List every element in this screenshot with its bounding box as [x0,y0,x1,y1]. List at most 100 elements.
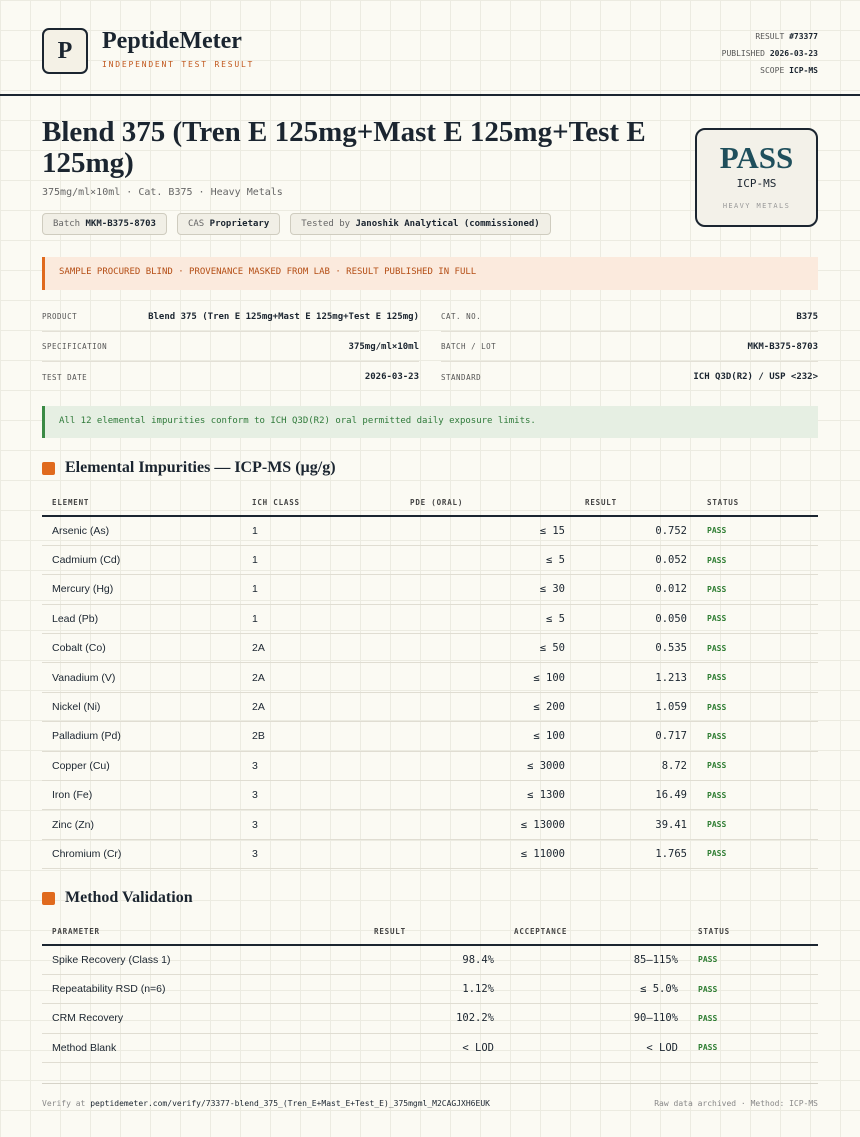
cell: 3 [242,751,400,782]
product-title: Blend 375 (Tren E 125mg+Mast E 125mg+Tes… [42,116,646,179]
cell: Palladium (Pd) [42,721,242,752]
cell: CRM Recovery [42,1003,364,1034]
detail-value: 2026-03-23 [364,372,419,382]
cell: Chromium (Cr) [42,839,242,870]
cell: Mercury (Hg) [42,574,242,605]
column-header: PDE (ORAL) [400,490,575,517]
chip-value: Janoshik Analytical (commissioned) [355,219,540,229]
column-header: STATUS [688,919,818,946]
table-row: Cadmium (Cd) 1 ≤ 5 0.052 PASS [42,545,818,576]
cell: PASS [697,780,818,811]
header-row: PARAMETER RESULT ACCEPTANCE STATUS [42,919,818,946]
cell: Cobalt (Co) [42,633,242,664]
meta-value: #73377 [789,32,818,41]
column-header: RESULT [364,919,504,946]
cell: < LOD [504,1033,688,1064]
logo-letter: P [57,37,73,64]
table-row: Zinc (Zn) 3 ≤ 13000 39.41 PASS [42,809,818,840]
table-row: Repeatability RSD (n=6) 1.12% ≤ 5.0% PASS [42,974,818,1005]
table-row: Spike Recovery (Class 1) 98.4% 85–115% PASS [42,945,818,975]
cell: 0.752 [575,516,697,546]
column-header: PARAMETER [42,919,364,946]
cell: 1.765 [575,839,697,870]
cell: 2B [242,721,400,752]
cell: PASS [697,662,818,693]
cell: 39.41 [575,809,697,840]
detail-value: Blend 375 (Tren E 125mg+Mast E 125mg+Tes… [148,311,419,322]
cell: 98.4% [364,945,504,975]
logo: P [42,28,88,74]
cell: Nickel (Ni) [42,692,242,723]
cell: 90–110% [504,1003,688,1034]
cell: ≤ 3000 [400,751,575,782]
detail-label: TEST DATE [42,372,88,382]
details-column: PRODUCT Blend 375 (Tren E 125mg+Mast E 12… [42,302,419,392]
cell: ≤ 15 [400,516,575,546]
cell: 3 [242,839,400,870]
meta-value: 2026-03-23 [769,49,818,58]
cell: 1 [242,545,400,576]
chip-label: Tested by [301,219,351,229]
product-subtitle: 375mg/ml×10ml · Cat. B375 · Heavy Metals [42,187,283,198]
cell: PASS [688,1033,818,1064]
section-marker [42,891,55,905]
table-row: Vanadium (V) 2A ≤ 100 1.213 PASS [42,662,818,693]
cell: ≤ 5 [400,604,575,635]
cell: 2A [242,662,400,693]
cell: PASS [688,974,818,1005]
cell: 1.213 [575,662,697,693]
cell: 0.717 [575,721,697,752]
detail-label: PRODUCT [42,312,78,321]
conformity: All 12 elemental impurities conform to I… [42,406,818,438]
meta-label: PUBLISHED [721,49,765,58]
cell: 3 [242,780,400,811]
meta-row: PUBLISHED 2026-03-23 [722,45,818,62]
detail-value: MKM-B375-8703 [747,341,818,352]
cell: PASS [697,516,818,546]
cell: ≤ 100 [400,662,575,693]
chip: Batch MKM-B375-8703 [42,213,167,235]
badge-scope: HEAVY METALS [722,202,791,210]
cell: 85–115% [504,945,688,975]
cell: Lead (Pb) [42,604,242,635]
cell: ≤ 30 [400,574,575,605]
cell: 0.050 [575,604,697,635]
meta-label: RESULT [755,32,785,41]
cell: Arsenic (As) [42,516,242,546]
cell: Spike Recovery (Class 1) [42,945,364,975]
chip-value: Proprietary [209,219,270,229]
detail-value: ICH Q3D(R2) / USP <232> [693,372,818,382]
meta-row: RESULT #73377 [722,28,818,45]
cell: Zinc (Zn) [42,809,242,840]
cell: ≤ 1300 [400,780,575,811]
meta-value: ICP-MS [789,66,818,75]
cell: ≤ 200 [400,692,575,723]
footer-rule [42,1083,818,1084]
cell: Iron (Fe) [42,780,242,811]
cell: PASS [697,545,818,576]
cell: Cadmium (Cd) [42,545,242,576]
cell: ≤ 100 [400,721,575,752]
verify-prefix: Verify at [42,1099,86,1108]
footer-note: Raw data archived · Method: ICP-MS [654,1099,818,1108]
cell: < LOD [364,1033,504,1064]
footer-verify: Verify at peptidemeter.com/verify/73377-… [42,1099,490,1108]
verify-link[interactable]: peptidemeter.com/verify/73377-blend_375_… [90,1099,490,1108]
cell: 3 [242,809,400,840]
column-header: STATUS [697,490,818,517]
table-row: Chromium (Cr) 3 ≤ 11000 1.765 PASS [42,839,818,870]
cell: PASS [688,945,818,975]
brand: PeptideMeter [102,28,242,54]
cell: PASS [688,1003,818,1034]
cell: PASS [697,633,818,664]
detail-label: BATCH / LOT [441,342,497,351]
cell: 0.012 [575,574,697,605]
detail-row: SPECIFICATION 375mg/ml×10ml [42,332,419,362]
column-header: ICH CLASS [242,490,400,517]
details-column: CAT. NO. B375 BATCH / LOT MKM-B375-8703 STAN… [441,302,818,392]
column-header: RESULT [575,490,697,517]
table-head: PARAMETER RESULT ACCEPTANCE STATUS [42,919,818,946]
status-badge: PASS ICP-MS HEAVY METALS [695,128,818,227]
detail-label: CAT. NO. [441,312,482,321]
